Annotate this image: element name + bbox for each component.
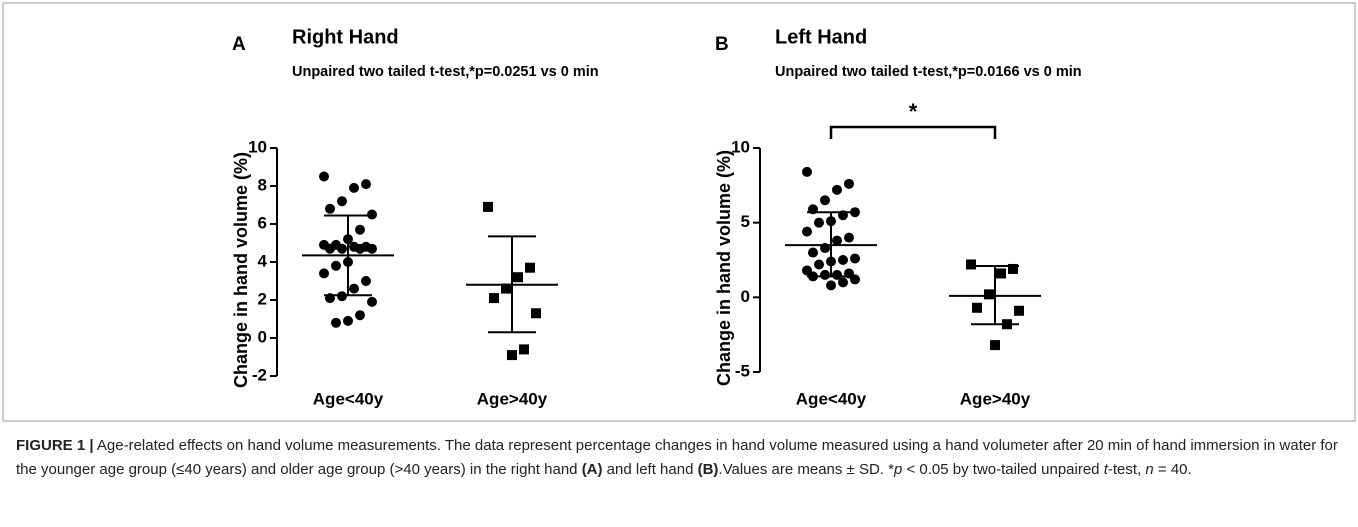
data-point [990, 340, 1000, 351]
data-point [355, 224, 365, 235]
caption-segment: < 0.05 by two-tailed unpaired [902, 461, 1104, 478]
data-point [319, 268, 329, 279]
data-point [331, 317, 341, 328]
data-point [844, 232, 854, 243]
y-tick-label: -5 [735, 361, 750, 380]
data-point [337, 243, 347, 254]
data-point [802, 166, 812, 177]
data-point [838, 277, 848, 288]
data-point [355, 243, 365, 254]
data-point [507, 350, 517, 361]
data-point [820, 195, 830, 206]
data-point [820, 269, 830, 280]
data-point [832, 184, 842, 195]
data-point [814, 217, 824, 228]
y-tick-label: 2 [258, 289, 267, 308]
x-tick-label: Age>40y [477, 389, 548, 408]
panel-subtitle: Unpaired two tailed t-test,*p=0.0251 vs … [292, 64, 599, 80]
data-point [838, 255, 848, 265]
panel-title: Left Hand [775, 26, 867, 48]
data-point [808, 247, 818, 258]
data-point [337, 196, 347, 207]
y-tick-label: 0 [258, 327, 267, 346]
data-point [531, 308, 541, 319]
caption-segment: and left hand [602, 461, 698, 478]
data-point [319, 171, 329, 182]
caption-segment: FIGURE 1 | [16, 437, 94, 454]
data-point [832, 235, 842, 246]
data-point [1008, 263, 1018, 274]
y-tick-label: 8 [258, 175, 267, 194]
data-point [802, 226, 812, 237]
data-point [367, 296, 377, 307]
data-point [501, 283, 511, 294]
data-point [343, 315, 353, 326]
data-point [483, 201, 493, 212]
figure-border [2, 2, 1356, 422]
significance-marker: * [909, 99, 918, 124]
data-point [513, 272, 523, 283]
data-point [367, 243, 377, 254]
data-point [349, 283, 359, 294]
data-point [972, 302, 982, 313]
y-tick-label: 0 [741, 287, 750, 306]
data-point [814, 259, 824, 270]
caption-segment: t [1103, 461, 1108, 478]
y-tick-label: 5 [741, 212, 750, 231]
data-point [489, 293, 499, 304]
caption-segment: .Values are means ± SD. * [718, 461, 894, 478]
caption-segment: n [1145, 461, 1154, 478]
y-tick-label: 6 [258, 213, 267, 232]
caption-segment: Age-related effects on hand volume measu… [16, 437, 1338, 478]
x-tick-label: Age>40y [960, 389, 1031, 408]
caption: FIGURE 1 | Age-related effects on hand v… [16, 434, 1346, 482]
data-point [331, 260, 341, 271]
significance-bracket [829, 125, 997, 139]
caption-segment: = 40. [1153, 461, 1192, 478]
panel-subtitle: Unpaired two tailed t-test,*p=0.0166 vs … [775, 64, 1082, 80]
y-axis-label: Change in hand volume (%) [231, 152, 251, 388]
data-point [325, 243, 335, 254]
figure: A Right Hand Unpaired two tailed t-test,*p… [2, 2, 1356, 422]
data-point [832, 269, 842, 280]
caption-segment: -test, [1107, 461, 1146, 478]
x-tick-label: Age<40y [796, 389, 867, 408]
data-point [325, 203, 335, 214]
caption-segment: (B) [697, 461, 719, 478]
data-point [850, 253, 860, 264]
x-tick-label: Age<40y [313, 389, 384, 408]
y-axis-label: Change in hand volume (%) [714, 150, 734, 386]
data-point [844, 178, 854, 189]
y-tick-label: 4 [258, 251, 268, 270]
data-point [349, 182, 359, 193]
y-tick-label: -2 [252, 365, 267, 384]
panel-title: Right Hand [292, 26, 399, 48]
panel-label: A [232, 34, 246, 55]
data-point [355, 310, 365, 321]
caption-segment: (A) [581, 461, 603, 478]
caption-segment: p [893, 461, 903, 478]
data-point [361, 276, 371, 286]
data-point [996, 268, 1006, 279]
data-point [361, 179, 371, 190]
data-point [966, 259, 976, 270]
panel-label: B [715, 34, 729, 55]
data-point [826, 280, 836, 291]
data-point [519, 344, 529, 355]
y-tick-label: 10 [248, 137, 267, 156]
data-point [525, 262, 535, 273]
data-point [1014, 305, 1024, 316]
y-tick-label: 10 [731, 137, 750, 156]
data-point [984, 289, 994, 300]
